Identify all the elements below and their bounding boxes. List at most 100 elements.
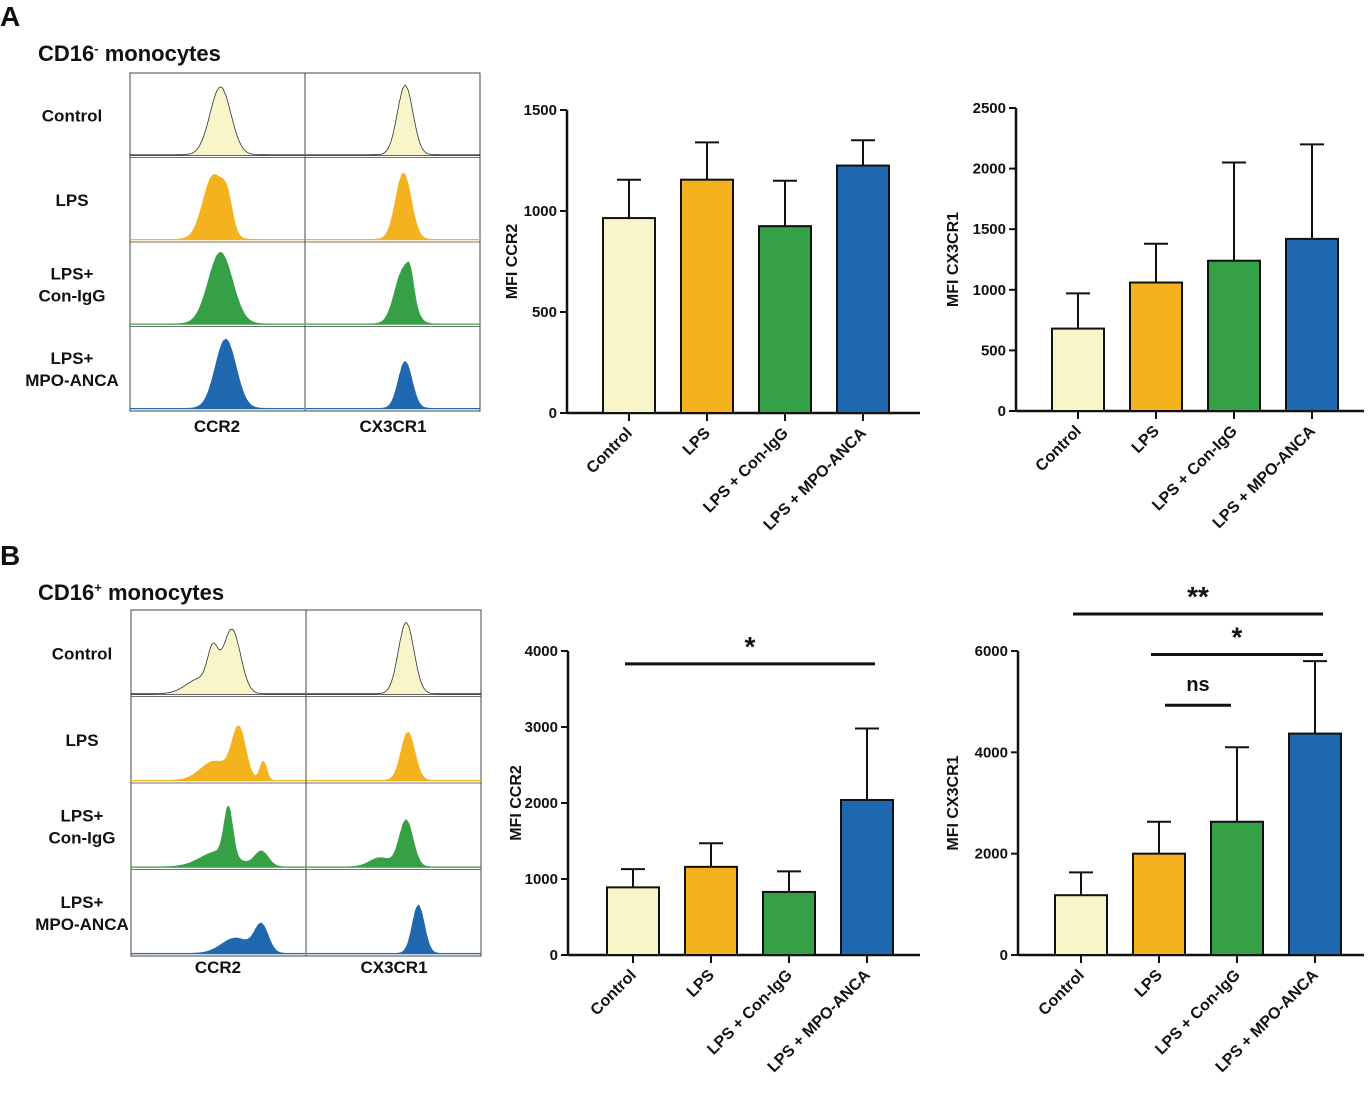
y-axis-label: MFI CX3CR1 bbox=[945, 755, 962, 850]
panel-b-title: CD16+ monocytes bbox=[38, 580, 224, 605]
bar bbox=[684, 865, 738, 957]
panel-a-title: CD16- monocytes bbox=[38, 41, 221, 66]
histogram-curve bbox=[306, 621, 482, 695]
bar bbox=[1210, 820, 1264, 956]
histogram-curve bbox=[306, 731, 482, 782]
bar bbox=[762, 890, 816, 956]
x-category-label: LPS + Con-IgG bbox=[1152, 967, 1244, 1059]
histogram-column-label: CX3CR1 bbox=[359, 417, 426, 436]
histogram-row-label: LPS+ bbox=[51, 264, 94, 283]
x-category-label: LPS + Con-IgG bbox=[704, 967, 796, 1059]
y-tick-label: 0 bbox=[549, 405, 557, 422]
histogram-row-label: LPS bbox=[65, 731, 98, 750]
y-tick-label: 6000 bbox=[975, 643, 1008, 660]
significance-label: ** bbox=[1187, 581, 1209, 612]
significance-label: * bbox=[1232, 622, 1243, 653]
histogram-row-label: LPS+ bbox=[61, 893, 104, 912]
bar bbox=[1132, 852, 1186, 957]
histogram-row-label: MPO-ANCA bbox=[25, 371, 119, 390]
x-category-label: Control bbox=[584, 425, 636, 477]
bar-chart-a-cx3cr1: 0 500 1000 1500 2000 2500 MFI CX3CR1 Control LPS… bbox=[945, 100, 1364, 532]
y-axis-label: MFI CX3CR1 bbox=[945, 212, 962, 307]
y-tick-label: 2000 bbox=[525, 795, 558, 812]
histogram-row-label: Control bbox=[52, 644, 112, 663]
y-tick-label: 3000 bbox=[525, 719, 558, 736]
histogram-grid-a: Control LPS LPS+ Con-IgG LPS+ MPO-ANCA CCR2 CX3… bbox=[25, 72, 481, 436]
bar bbox=[1054, 894, 1108, 956]
bar bbox=[1288, 732, 1342, 956]
x-category-label: Control bbox=[588, 967, 640, 1019]
histogram-curve bbox=[305, 261, 481, 325]
histogram-curve bbox=[305, 172, 481, 241]
y-tick-label: 1500 bbox=[524, 102, 557, 119]
histogram-column-label: CX3CR1 bbox=[360, 958, 427, 977]
x-category-label: Control bbox=[1036, 967, 1088, 1019]
y-tick-label: 500 bbox=[981, 342, 1006, 359]
bar bbox=[1285, 237, 1339, 412]
histogram-curve bbox=[129, 86, 305, 156]
y-tick-label: 2500 bbox=[973, 100, 1006, 117]
x-category-label: LPS bbox=[1132, 967, 1166, 1001]
histogram-curve bbox=[130, 628, 306, 695]
histogram-row-label: Control bbox=[42, 106, 102, 125]
histogram-row-label: MPO-ANCA bbox=[35, 915, 129, 934]
histogram-grid-b: Control LPS LPS+ Con-IgG LPS+ MPO-ANCA CCR2 CX3… bbox=[35, 609, 482, 977]
significance-label: ns bbox=[1186, 674, 1209, 696]
y-tick-label: 500 bbox=[532, 304, 557, 321]
y-tick-label: 1000 bbox=[973, 282, 1006, 299]
histogram-curve bbox=[130, 805, 306, 868]
histogram-row-label: Con-IgG bbox=[38, 286, 105, 305]
bar bbox=[1051, 327, 1105, 413]
y-axis-label: MFI CCR2 bbox=[508, 765, 525, 841]
y-axis-label: MFI CCR2 bbox=[504, 224, 521, 300]
y-tick-label: 0 bbox=[550, 947, 558, 964]
histogram-row-label: LPS+ bbox=[61, 806, 104, 825]
histogram-curve bbox=[305, 360, 481, 410]
x-category-label: LPS bbox=[680, 425, 714, 459]
histogram-curve bbox=[306, 904, 482, 955]
bar bbox=[602, 217, 656, 414]
bar bbox=[1129, 281, 1183, 413]
panel-letter-a: A bbox=[0, 1, 20, 32]
panel-letter-b: B bbox=[0, 540, 20, 571]
bar bbox=[1207, 259, 1261, 412]
histogram-curve bbox=[130, 725, 306, 782]
histogram-curve bbox=[306, 819, 482, 868]
bar bbox=[606, 886, 660, 956]
histogram-curve bbox=[129, 173, 305, 241]
y-tick-label: 2000 bbox=[975, 846, 1008, 863]
histogram-curve bbox=[305, 84, 481, 156]
significance-label: * bbox=[745, 631, 756, 662]
bar bbox=[758, 225, 812, 414]
y-tick-label: 0 bbox=[1000, 947, 1008, 964]
histogram-curve bbox=[129, 251, 305, 325]
y-tick-label: 0 bbox=[998, 403, 1006, 420]
y-tick-label: 1500 bbox=[973, 221, 1006, 238]
y-tick-label: 1000 bbox=[524, 203, 557, 220]
y-tick-label: 1000 bbox=[525, 871, 558, 888]
histogram-column-label: CCR2 bbox=[194, 417, 240, 436]
bar bbox=[680, 178, 734, 414]
bar bbox=[836, 164, 890, 414]
histogram-row-label: Con-IgG bbox=[48, 828, 115, 847]
y-tick-label: 2000 bbox=[973, 161, 1006, 178]
histogram-column-label: CCR2 bbox=[195, 958, 241, 977]
panel-a: A CD16- monocytes Control LPS LPS+ Con-IgG L… bbox=[0, 1, 1364, 534]
x-category-label: LPS + Con-IgG bbox=[1149, 423, 1241, 515]
y-tick-label: 4000 bbox=[975, 744, 1008, 761]
x-category-label: LPS + Con-IgG bbox=[700, 425, 792, 517]
x-category-label: LPS bbox=[684, 967, 718, 1001]
histogram-curve bbox=[129, 338, 305, 410]
histogram-curve bbox=[130, 922, 306, 955]
y-tick-label: 4000 bbox=[525, 643, 558, 660]
histogram-row-label: LPS bbox=[55, 191, 88, 210]
bar bbox=[840, 798, 894, 957]
panel-b: B CD16+ monocytes Control LPS LPS+ Con-IgG L… bbox=[0, 540, 1364, 1076]
x-category-label: LPS bbox=[1129, 423, 1163, 457]
x-category-label: Control bbox=[1033, 423, 1085, 475]
histogram-row-label: LPS+ bbox=[51, 349, 94, 368]
